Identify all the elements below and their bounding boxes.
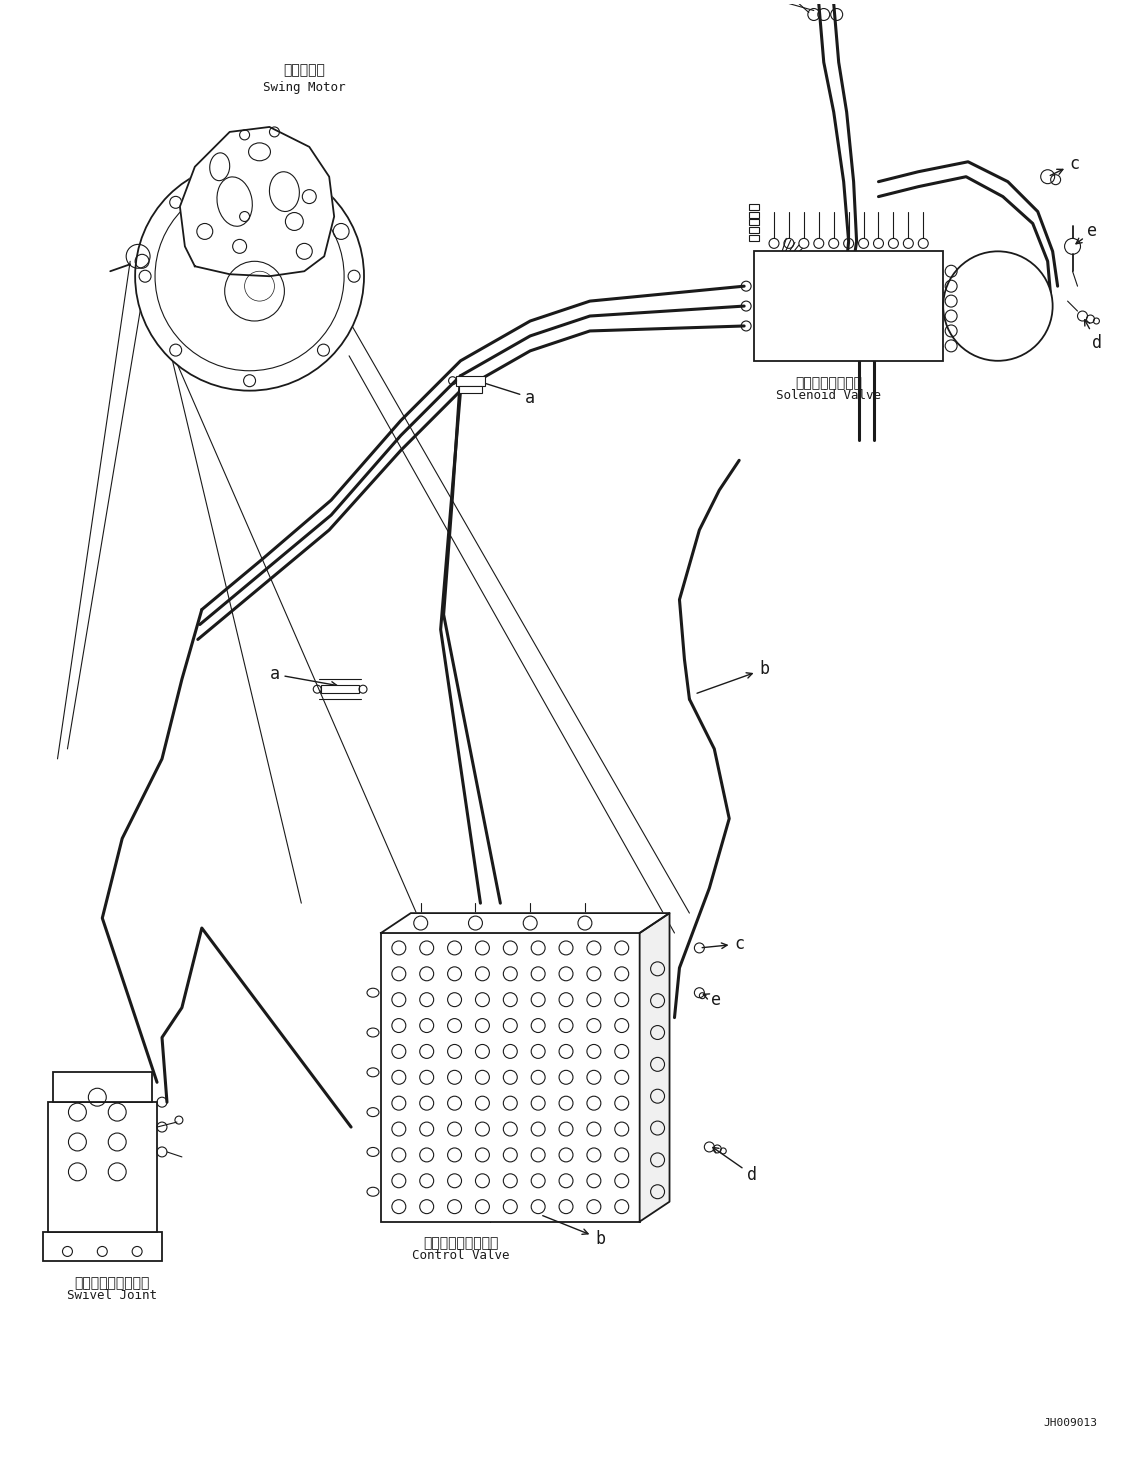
Text: コントロールバルブ: コントロールバルブ [423, 1237, 499, 1250]
Polygon shape [180, 127, 334, 276]
Text: d: d [1085, 320, 1102, 352]
Polygon shape [381, 913, 670, 932]
Bar [750, 219, 759, 226]
Bar [750, 212, 759, 217]
Circle shape [135, 162, 364, 391]
Bar [459, 385, 483, 392]
Text: a: a [475, 379, 535, 407]
Text: Swing Motor: Swing Motor [264, 82, 346, 95]
Polygon shape [640, 913, 670, 1221]
Text: 旋回モータ: 旋回モータ [283, 63, 325, 77]
Text: c: c [702, 935, 744, 953]
Text: e: e [703, 991, 721, 1008]
Bar [750, 204, 759, 210]
Text: b: b [543, 1215, 605, 1247]
Bar [754, 251, 944, 360]
Text: e: e [1076, 222, 1098, 244]
Text: d: d [713, 1147, 758, 1183]
Bar [52, 1072, 152, 1102]
Bar [48, 1102, 157, 1231]
Text: Swivel Joint: Swivel Joint [67, 1290, 157, 1303]
Circle shape [944, 251, 1053, 360]
Text: Control Valve: Control Valve [412, 1249, 509, 1262]
Text: a: a [269, 665, 337, 687]
Bar [42, 1231, 162, 1262]
Bar [381, 932, 640, 1221]
Text: Solenoid Valve: Solenoid Valve [776, 388, 881, 401]
Bar [322, 686, 359, 693]
Text: c: c [1050, 155, 1079, 175]
Bar [750, 235, 759, 241]
Bar [455, 376, 485, 385]
Bar [750, 228, 759, 233]
Text: スイベルジョイント: スイベルジョイント [74, 1277, 149, 1290]
Text: JH009013: JH009013 [1043, 1418, 1098, 1427]
Text: ソレノイドバルブ: ソレノイドバルブ [795, 376, 863, 390]
Text: b: b [697, 661, 769, 693]
